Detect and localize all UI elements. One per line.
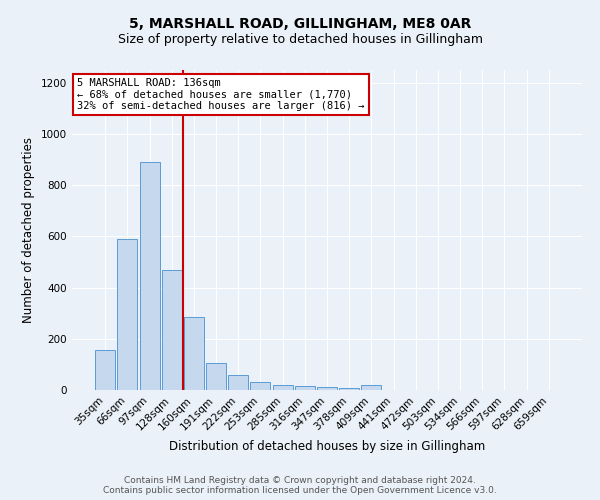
Y-axis label: Number of detached properties: Number of detached properties xyxy=(22,137,35,323)
X-axis label: Distribution of detached houses by size in Gillingham: Distribution of detached houses by size … xyxy=(169,440,485,453)
Bar xyxy=(184,317,204,390)
Text: Contains HM Land Registry data © Crown copyright and database right 2024.
Contai: Contains HM Land Registry data © Crown c… xyxy=(103,476,497,495)
Bar xyxy=(272,386,293,390)
Bar xyxy=(228,374,248,390)
Bar xyxy=(206,363,226,390)
Bar xyxy=(361,386,382,390)
Text: 5 MARSHALL ROAD: 136sqm
← 68% of detached houses are smaller (1,770)
32% of semi: 5 MARSHALL ROAD: 136sqm ← 68% of detache… xyxy=(77,78,365,111)
Text: 5, MARSHALL ROAD, GILLINGHAM, ME8 0AR: 5, MARSHALL ROAD, GILLINGHAM, ME8 0AR xyxy=(129,18,471,32)
Bar xyxy=(339,388,359,390)
Bar xyxy=(317,387,337,390)
Bar xyxy=(140,162,160,390)
Bar xyxy=(295,386,315,390)
Bar xyxy=(250,382,271,390)
Bar xyxy=(95,350,115,390)
Bar xyxy=(118,239,137,390)
Text: Size of property relative to detached houses in Gillingham: Size of property relative to detached ho… xyxy=(118,32,482,46)
Bar xyxy=(162,270,182,390)
